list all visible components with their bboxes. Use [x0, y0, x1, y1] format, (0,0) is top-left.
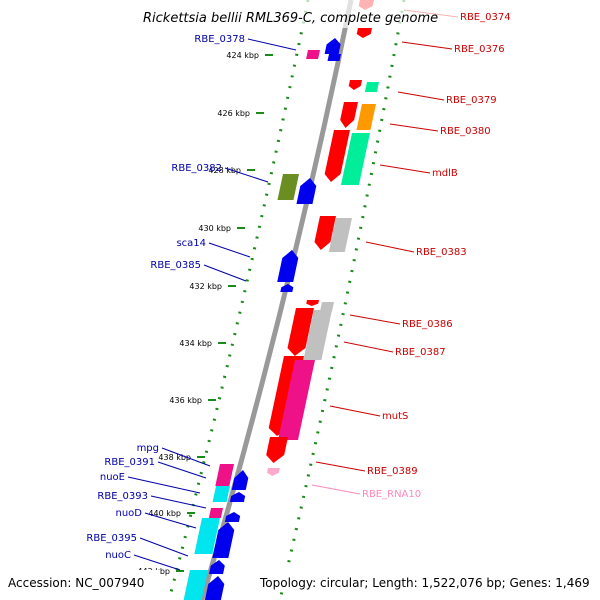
label-leader-line — [343, 341, 394, 353]
label-leader-line — [224, 167, 269, 183]
forward-gene-label[interactable]: RBE_0391 — [104, 457, 155, 468]
ruler-tick-label: 440 kbp — [148, 509, 181, 518]
forward-gene-label[interactable]: RBE_0382 — [171, 163, 222, 174]
ruler-tick-label: 438 kbp — [158, 453, 191, 462]
gene-feature[interactable] — [328, 218, 352, 252]
label-leader-line — [157, 461, 207, 479]
gene-feature[interactable] — [204, 576, 226, 600]
reverse-gene-label[interactable]: RBE_0376 — [454, 44, 505, 55]
label-leader-line — [161, 447, 211, 467]
ruler-tick-label: 434 kbp — [179, 339, 212, 348]
label-leader-line — [329, 405, 381, 417]
gene-feature[interactable] — [319, 302, 334, 312]
gene-feature[interactable] — [296, 178, 318, 204]
forward-gene-label[interactable]: sca14 — [176, 238, 206, 249]
gene-feature[interactable] — [327, 54, 341, 61]
gene-feature[interactable] — [194, 518, 220, 554]
reverse-gene-label[interactable]: RBE_RNA10 — [362, 489, 421, 500]
label-leader-line — [311, 484, 361, 495]
gene-feature[interactable] — [264, 437, 288, 463]
gene-feature[interactable] — [277, 360, 315, 440]
gene-feature[interactable] — [286, 308, 314, 356]
label-leader-line — [203, 264, 247, 282]
genome-backbone — [199, 0, 354, 600]
label-leader-line — [389, 123, 439, 132]
accession-text: Accession: NC_007940 — [8, 576, 144, 590]
reverse-gene-label[interactable]: RBE_0386 — [402, 319, 453, 330]
genome-summary-text: Topology: circular; Length: 1,522,076 bp… — [259, 576, 590, 590]
reverse-gene-label[interactable]: mdlB — [432, 168, 458, 179]
gene-feature[interactable] — [229, 492, 246, 502]
label-leader-line — [208, 242, 251, 258]
reverse-gene-label[interactable]: RBE_0380 — [440, 126, 491, 137]
gene-features — [183, 0, 379, 600]
forward-gene-label[interactable]: nuoC — [105, 550, 131, 561]
gene-feature[interactable] — [215, 464, 234, 486]
gene-feature[interactable] — [209, 560, 226, 574]
forward-gene-label[interactable]: nuoE — [100, 472, 125, 483]
ruler-tick-label: 436 kbp — [169, 396, 202, 405]
map-title: Rickettsia bellii RML369-C, complete gen… — [143, 11, 438, 26]
reverse-gene-label[interactable]: RBE_0389 — [367, 466, 418, 477]
label-leader-line — [397, 91, 445, 101]
label-leader-line — [379, 164, 431, 174]
forward-gene-label[interactable]: RBE_0393 — [97, 491, 148, 502]
forward-gene-label[interactable]: mpg — [137, 443, 159, 454]
label-leader-line — [365, 241, 415, 253]
forward-gene-label[interactable]: nuoD — [116, 508, 143, 519]
gene-feature[interactable] — [313, 216, 336, 250]
forward-gene-label[interactable]: RBE_0378 — [194, 34, 245, 45]
ruler-tick-label: 426 kbp — [217, 109, 250, 118]
label-leader-line — [150, 495, 207, 509]
forward-gene-label[interactable]: RBE_0385 — [150, 260, 201, 271]
reverse-gene-label[interactable]: RBE_0387 — [395, 347, 446, 358]
gene-feature[interactable] — [212, 486, 230, 502]
ruler-tick-label: 432 kbp — [189, 282, 222, 291]
ruler-tick-label: 424 kbp — [226, 51, 259, 60]
reverse-gene-label[interactable]: RBE_0374 — [460, 12, 511, 23]
gene-feature[interactable] — [231, 470, 250, 490]
gene-feature[interactable] — [212, 522, 236, 558]
label-leader-line — [144, 512, 197, 529]
gene-feature[interactable] — [364, 82, 379, 92]
gene-feature[interactable] — [277, 174, 299, 200]
gene-feature[interactable] — [306, 50, 320, 59]
label-leader-line — [247, 38, 297, 51]
ruler-line — [167, 0, 310, 600]
reverse-gene-labels: RBE_0374 RBE_0376 RBE_0379 RBE_0380 mdlB RBE_… — [311, 9, 511, 500]
gene-feature[interactable] — [356, 104, 376, 130]
gene-feature[interactable] — [356, 28, 372, 38]
gene-feature[interactable] — [280, 284, 294, 292]
outer-track-line — [278, 0, 406, 600]
gene-feature[interactable] — [324, 38, 342, 54]
label-leader-line — [315, 461, 366, 472]
gene-feature[interactable] — [208, 508, 223, 518]
label-leader-line — [139, 537, 189, 557]
forward-gene-label[interactable]: RBE_0395 — [86, 533, 137, 544]
gene-feature[interactable] — [277, 250, 300, 282]
gene-feature[interactable] — [348, 80, 362, 90]
gene-feature[interactable] — [303, 310, 332, 360]
reverse-gene-label[interactable]: RBE_0383 — [416, 247, 467, 258]
reverse-gene-label[interactable]: RBE_0379 — [446, 95, 497, 106]
gene-feature[interactable] — [340, 133, 370, 185]
gene-feature[interactable] — [183, 570, 208, 600]
gene-feature[interactable] — [224, 512, 241, 522]
ruler-tick-label: 428 kbp — [208, 166, 241, 175]
gene-feature[interactable] — [266, 468, 280, 476]
gene-feature[interactable] — [338, 102, 358, 128]
label-leader-line — [127, 476, 201, 494]
label-leader-line — [349, 314, 401, 325]
ruler-tick-label: 430 kbp — [198, 224, 231, 233]
reverse-gene-label[interactable]: mutS — [382, 411, 408, 422]
label-leader-line — [401, 41, 453, 50]
gene-feature[interactable] — [323, 130, 350, 182]
gene-feature[interactable] — [306, 300, 319, 306]
label-leader-line — [133, 554, 181, 571]
